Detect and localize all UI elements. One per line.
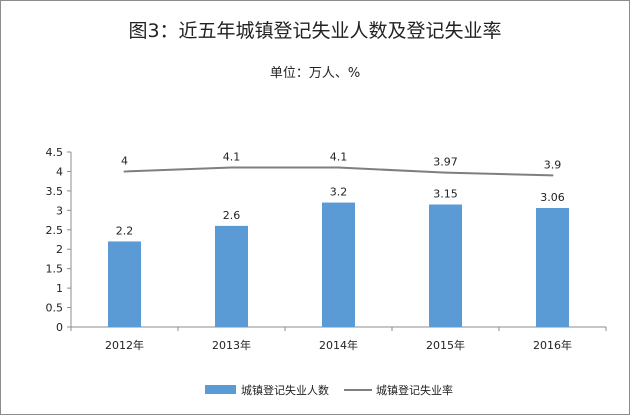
y-tick-label: 3.5 bbox=[46, 185, 64, 198]
bar bbox=[536, 208, 569, 327]
rate-point bbox=[230, 166, 233, 169]
rate-value-label: 3.97 bbox=[433, 156, 458, 169]
bar-value-label: 2.2 bbox=[116, 224, 134, 237]
chart-title: 图3：近五年城镇登记失业人数及登记失业率 bbox=[128, 20, 502, 42]
y-tick-label: 4.5 bbox=[46, 146, 64, 159]
legend-bar-swatch bbox=[205, 385, 236, 394]
x-tick-label: 2014年 bbox=[319, 338, 358, 352]
x-tick-label: 2015年 bbox=[426, 338, 465, 352]
y-tick-label: 1.5 bbox=[46, 263, 64, 276]
y-tick-label: 2 bbox=[56, 243, 63, 256]
y-tick-label: 1 bbox=[56, 282, 63, 295]
legend-line-label: 城镇登记失业率 bbox=[376, 383, 453, 397]
x-tick-label: 2013年 bbox=[212, 338, 251, 352]
bar-value-label: 2.6 bbox=[223, 209, 241, 222]
bar bbox=[429, 204, 462, 327]
rate-value-label: 3.9 bbox=[544, 158, 562, 171]
y-tick-label: 0 bbox=[56, 321, 63, 334]
bar-value-label: 3.15 bbox=[433, 188, 458, 201]
y-tick-label: 2.5 bbox=[46, 224, 64, 237]
bar-value-label: 3.06 bbox=[540, 191, 565, 204]
chart-subtitle: 单位：万人、% bbox=[269, 66, 361, 81]
y-tick-label: 3 bbox=[56, 204, 63, 217]
rate-value-label: 4.1 bbox=[330, 151, 348, 164]
rate-value-label: 4.1 bbox=[223, 151, 241, 164]
bar bbox=[215, 225, 248, 327]
rate-point bbox=[337, 166, 340, 169]
rate-point bbox=[444, 171, 447, 174]
rate-line bbox=[124, 166, 553, 177]
bar bbox=[108, 241, 141, 327]
legend-bar-label: 城镇登记失业人数 bbox=[241, 383, 329, 397]
x-tick-label: 2016年 bbox=[533, 338, 572, 352]
bar bbox=[322, 202, 355, 327]
rate-point bbox=[123, 170, 126, 173]
rate-value-label: 4 bbox=[121, 154, 128, 167]
y-tick-label: 4 bbox=[56, 165, 63, 178]
bar-value-label: 3.2 bbox=[330, 186, 348, 199]
x-tick-label: 2012年 bbox=[105, 338, 144, 352]
rate-point bbox=[551, 174, 554, 177]
y-tick-label: 0.5 bbox=[46, 302, 64, 315]
